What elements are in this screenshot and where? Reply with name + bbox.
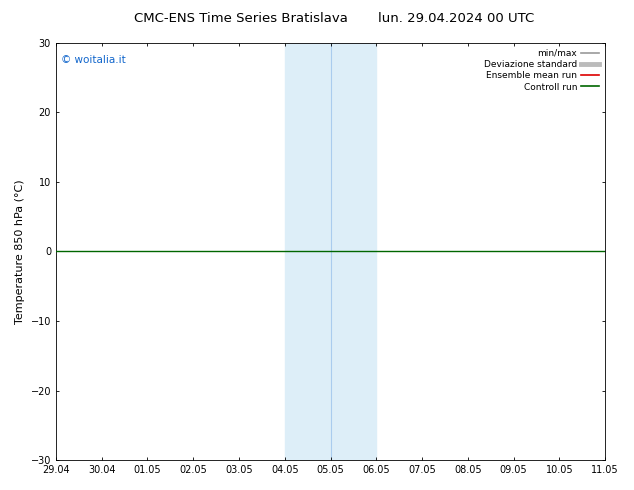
Legend: min/max, Deviazione standard, Ensemble mean run, Controll run: min/max, Deviazione standard, Ensemble m…: [482, 47, 600, 94]
Text: CMC-ENS Time Series Bratislava: CMC-ENS Time Series Bratislava: [134, 12, 348, 25]
Bar: [330, 43, 377, 460]
Text: © woitalia.it: © woitalia.it: [61, 55, 126, 65]
Y-axis label: Temperature 850 hPa (°C): Temperature 850 hPa (°C): [15, 179, 25, 323]
Text: lun. 29.04.2024 00 UTC: lun. 29.04.2024 00 UTC: [378, 12, 534, 25]
Bar: [285, 43, 330, 460]
